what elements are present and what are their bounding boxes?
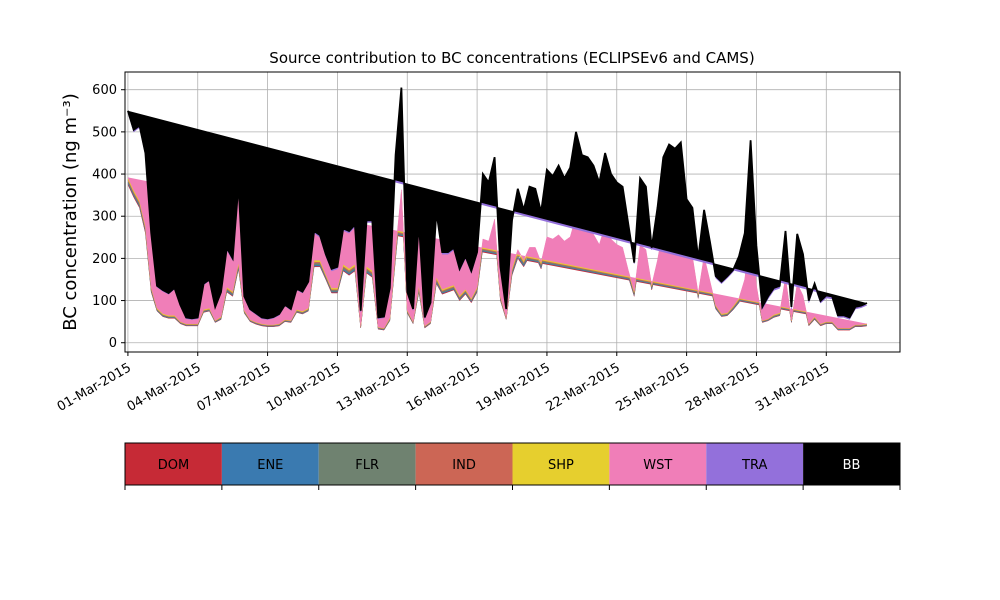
- legend-label: FLR: [355, 458, 379, 473]
- y-tick-label: 100: [92, 294, 117, 309]
- x-tick-label: 01-Mar-2015: [55, 360, 134, 414]
- stacked-area-layers: [127, 87, 868, 331]
- x-tick-label: 16-Mar-2015: [404, 360, 483, 414]
- legend-colorbar: DOM ENE FLR IND SHP WST TRA BB: [124, 442, 901, 490]
- legend-label: SHP: [548, 458, 574, 473]
- y-tick-label: 500: [92, 125, 117, 140]
- y-tick-label: 600: [92, 83, 117, 98]
- legend-swatch-dom: [125, 443, 222, 485]
- y-tick-label: 0: [109, 336, 117, 351]
- x-tick-label: 31-Mar-2015: [753, 360, 832, 414]
- legend-swatch-shp: [512, 443, 610, 485]
- legend-label: DOM: [158, 458, 189, 473]
- legend-label: IND: [452, 458, 476, 473]
- x-tick-label: 10-Mar-2015: [264, 360, 343, 414]
- x-tick-label: 28-Mar-2015: [683, 360, 762, 414]
- x-tick-label: 07-Mar-2015: [194, 360, 273, 414]
- x-tick-label: 19-Mar-2015: [474, 360, 553, 414]
- legend-label: TRA: [741, 458, 767, 473]
- x-tick-label: 13-Mar-2015: [334, 360, 413, 414]
- legend-swatch-wst: [609, 443, 707, 485]
- y-axis-label: BC concentration (ng m⁻³): [60, 93, 81, 331]
- chart-title: Source contribution to BC concentrations…: [269, 49, 754, 67]
- y-tick-label: 400: [92, 168, 117, 183]
- legend-swatch-flr: [318, 443, 416, 485]
- legend-label: WST: [643, 458, 672, 473]
- legend-swatch-ene: [221, 443, 319, 485]
- y-tick-label: 300: [92, 210, 117, 225]
- plot-frame: [124, 71, 901, 353]
- legend-swatch-tra: [706, 443, 804, 485]
- legend-swatch-bb: [803, 443, 900, 485]
- y-tick-label: 200: [92, 252, 117, 267]
- x-tick-label: 25-Mar-2015: [613, 360, 692, 414]
- total-outline: [127, 87, 868, 320]
- legend-label: BB: [843, 458, 861, 473]
- legend-label: ENE: [257, 458, 283, 473]
- legend-swatch-ind: [415, 443, 513, 485]
- x-tick-label: 22-Mar-2015: [544, 360, 623, 414]
- x-tick-label: 04-Mar-2015: [125, 360, 204, 414]
